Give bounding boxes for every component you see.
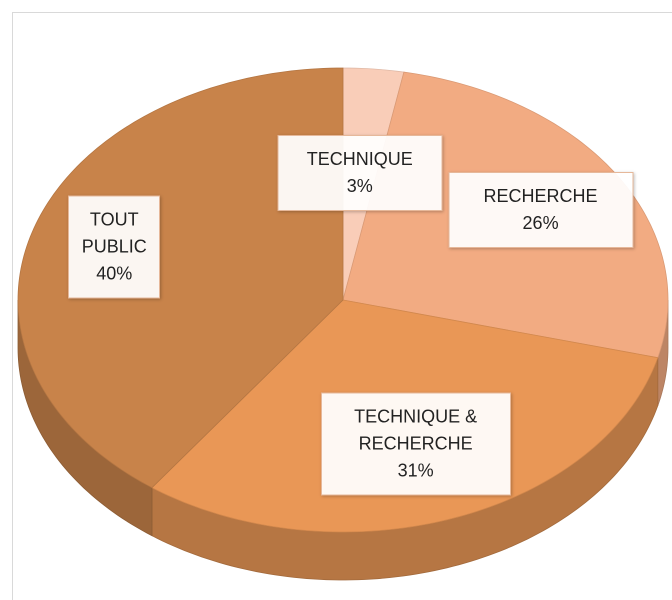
label-value: 31% — [397, 460, 434, 481]
data-label: TECHNIQUE & RECHERCHE 31% — [320, 392, 511, 496]
label-category: TECHNIQUE & RECHERCHE — [354, 406, 478, 454]
label-category: TOUT PUBLIC — [81, 209, 147, 257]
data-label: TOUT PUBLIC 40% — [68, 195, 161, 299]
slice — [17, 67, 344, 489]
data-label: TECHNIQUE 3% — [277, 134, 443, 211]
data-label: RECHERCHE 26% — [448, 172, 634, 249]
label-value: 40% — [96, 263, 133, 284]
label-category: TECHNIQUE — [306, 148, 413, 169]
label-value: 26% — [522, 213, 559, 234]
label-category: RECHERCHE — [483, 186, 598, 207]
label-value: 3% — [346, 175, 373, 196]
